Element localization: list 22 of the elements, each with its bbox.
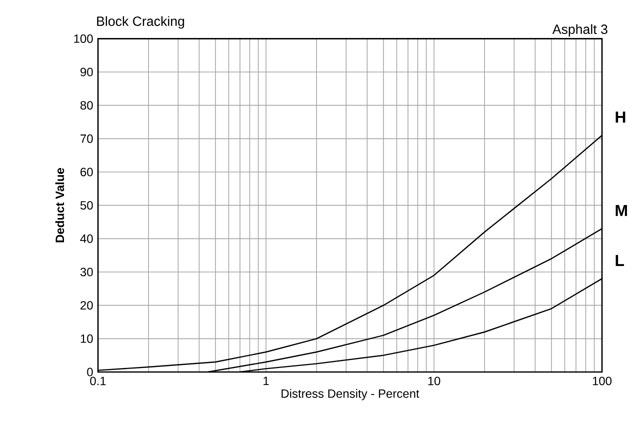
x-axis-title: Distress Density - Percent: [282, 389, 420, 400]
x-tick-label: 1: [264, 376, 269, 385]
y-tick-label: 40: [80, 234, 93, 243]
x-tick-label: 10: [428, 376, 440, 386]
series-label: L: [616, 254, 624, 266]
y-tick-label: 100: [74, 34, 93, 43]
y-tick-label: 50: [80, 201, 93, 210]
x-tick-label: 0.1: [90, 376, 106, 386]
chart-subtitle: Asphalt 3: [552, 24, 608, 37]
y-tick-label: 10: [80, 334, 93, 343]
y-tick-label: 20: [80, 301, 93, 310]
x-tick-label: 100: [592, 376, 612, 386]
y-tick-label: 90: [80, 68, 93, 76]
y-axis-title: Deduct Value: [55, 168, 64, 242]
y-tick-label: 30: [80, 268, 93, 276]
series-label: H: [616, 112, 626, 123]
y-tick-label: 70: [80, 134, 93, 143]
y-tick-label: 0: [87, 368, 93, 376]
chart-title: Block Cracking: [97, 16, 184, 29]
y-tick-label: 80: [80, 101, 93, 110]
series-label: M: [616, 204, 627, 216]
y-tick-label: 60: [80, 168, 93, 176]
